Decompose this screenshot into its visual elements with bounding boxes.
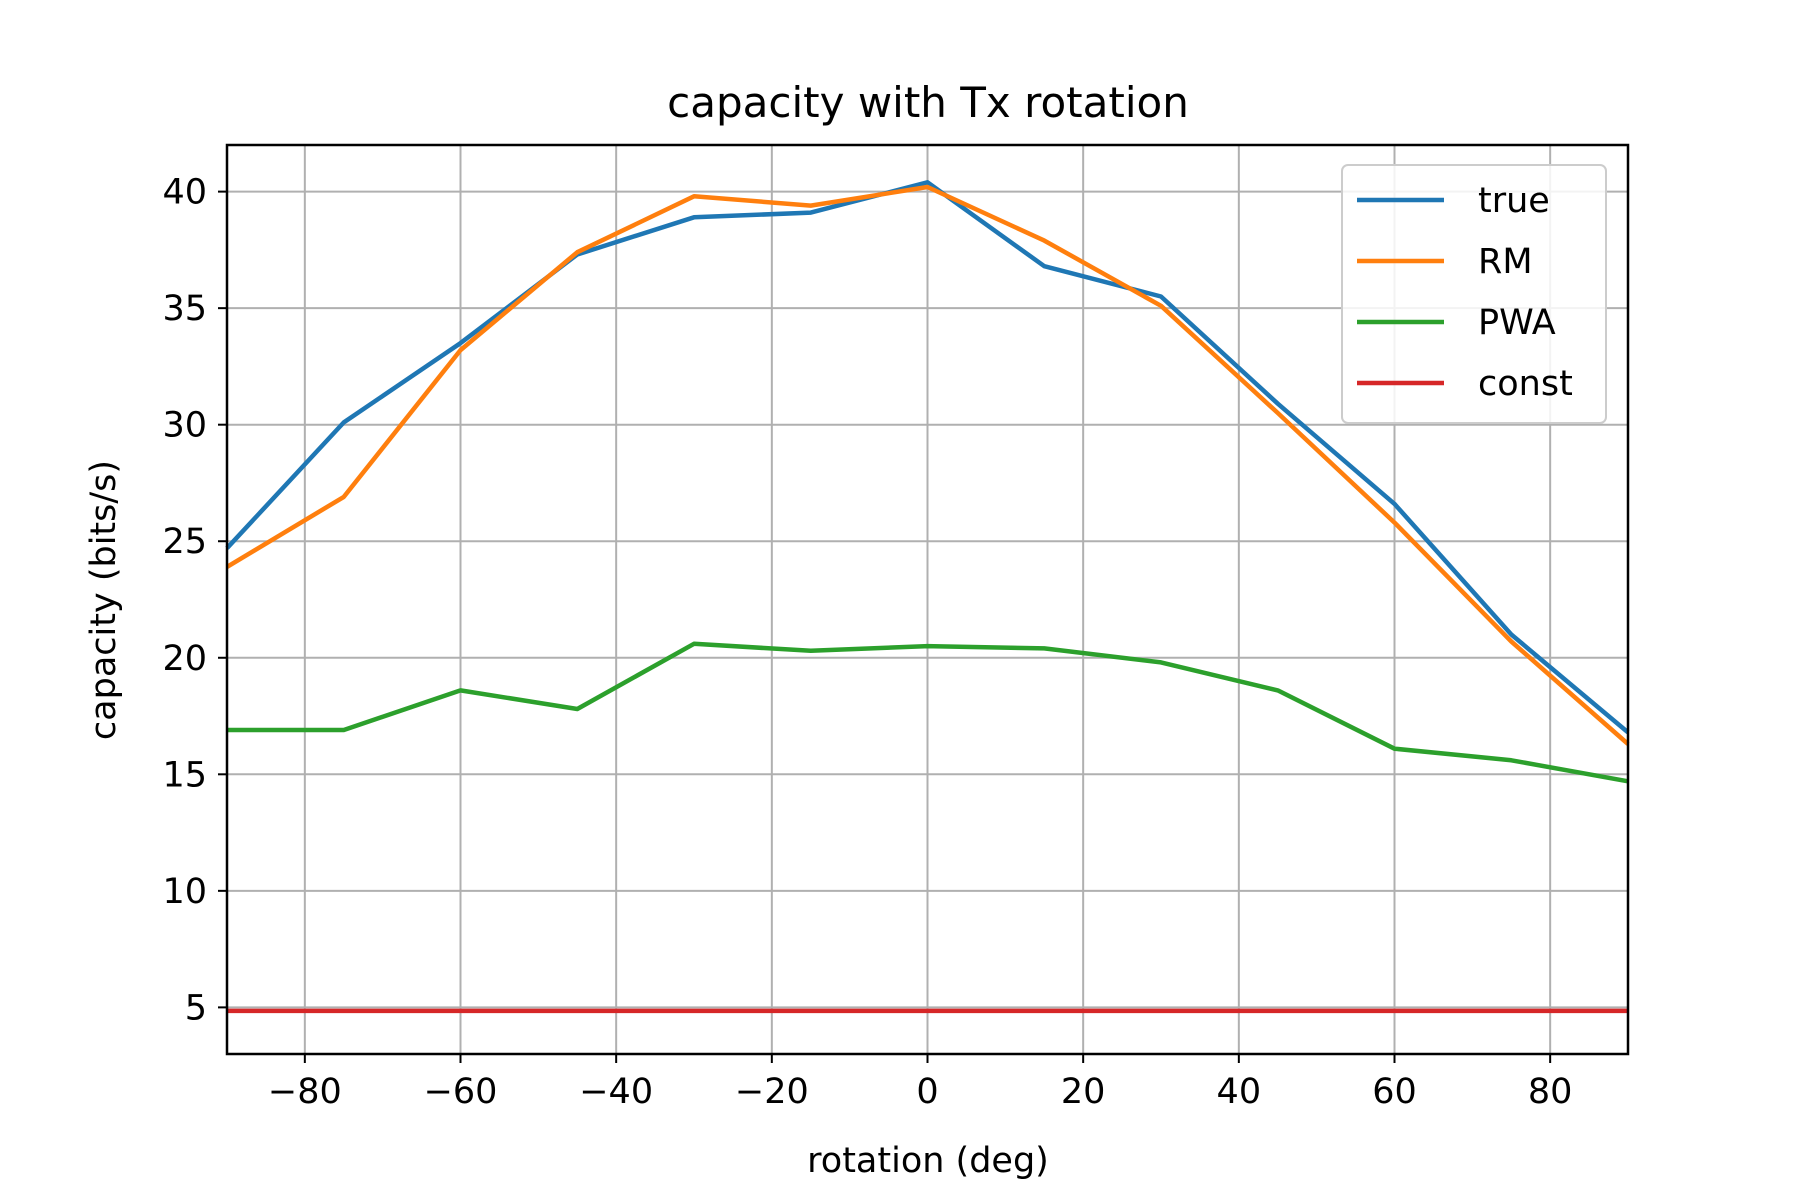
grid [227, 145, 1628, 1054]
y-tick-label: 5 [185, 988, 207, 1028]
y-tick-label: 40 [162, 173, 207, 213]
x-tick-label: −20 [735, 1072, 809, 1112]
legend-label: RM [1478, 242, 1533, 282]
legend-frame [1341, 164, 1607, 424]
y-axis-label: capacity (bits/s) [84, 460, 124, 740]
y-tick-label: 35 [162, 289, 207, 329]
y-tick-label: 15 [162, 755, 207, 795]
legend-label: const [1478, 364, 1573, 404]
y-tick-label: 30 [162, 406, 207, 446]
legend: true RM PWA const [1341, 164, 1607, 424]
x-axis-label: rotation (deg) [807, 1141, 1049, 1181]
legend-label: true [1478, 181, 1550, 221]
axis-ticks: −80 −60 −40 −20 0 20 40 60 80 5 10 15 20 25 30 35 40 [162, 173, 1572, 1112]
series-line-true [225, 180, 1630, 735]
x-tick-label: 60 [1372, 1072, 1417, 1112]
series-line-pwa [227, 641, 1629, 784]
series-lines [225, 180, 1630, 1014]
x-tick-label: 80 [1528, 1072, 1573, 1112]
x-tick-label: 0 [916, 1072, 938, 1112]
series-line-rm [225, 184, 1630, 746]
x-tick-label: −60 [424, 1072, 498, 1112]
x-tick-label: 20 [1061, 1072, 1106, 1112]
x-tick-label: −40 [579, 1072, 653, 1112]
y-tick-label: 25 [162, 522, 207, 562]
x-tick-label: 40 [1217, 1072, 1262, 1112]
y-tick-label: 20 [162, 639, 207, 679]
legend-label: PWA [1478, 303, 1556, 343]
y-tick-label: 10 [162, 872, 207, 912]
chart-title: capacity with Tx rotation [667, 78, 1189, 127]
x-tick-label: −80 [268, 1072, 342, 1112]
